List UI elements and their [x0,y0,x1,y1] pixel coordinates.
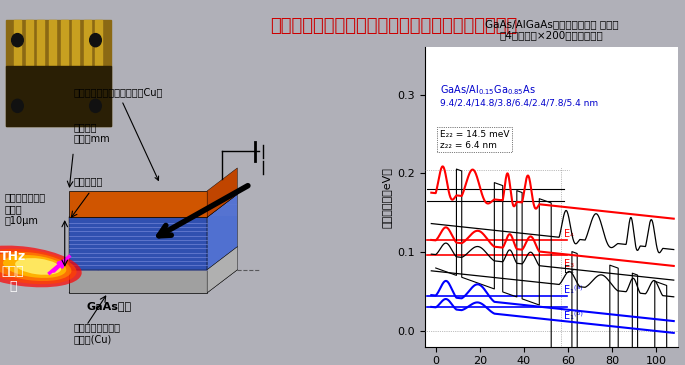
Bar [49,20,56,66]
Text: GaAs/AlGaAs量子カスケード 発光層: GaAs/AlGaAs量子カスケード 発光層 [484,19,619,29]
Polygon shape [207,168,238,217]
Ellipse shape [0,246,82,287]
Polygon shape [207,247,238,293]
Bar [25,20,33,66]
Ellipse shape [0,249,77,284]
Polygon shape [69,191,207,217]
Circle shape [90,99,101,112]
Polygon shape [207,194,238,270]
Ellipse shape [3,255,66,278]
Bar [5,66,111,126]
Ellipse shape [0,252,71,281]
Bar [95,20,103,66]
Text: E₁⁽ᵇ⁾: E₁⁽ᵇ⁾ [564,311,582,321]
Text: E₁⁽ᵃ⁾: E₁⁽ᵃ⁾ [564,285,582,295]
Text: 劈開ミラー: 劈開ミラー [73,176,103,186]
Text: E₃: E₃ [564,259,573,269]
Polygon shape [69,247,238,270]
Circle shape [90,34,101,47]
Text: 量子カスケード
発光層
～10μm: 量子カスケード 発光層 ～10μm [4,193,45,226]
Text: E₄: E₄ [564,229,573,239]
Text: 9.4/2.4/14.8/3.8/6.4/2.4/7.8/5.4 nm: 9.4/2.4/14.8/3.8/6.4/2.4/7.8/5.4 nm [440,99,598,108]
Polygon shape [69,217,207,270]
Text: E₂₂ = 14.5 meV
z₂₂ = 6.4 nm: E₂₂ = 14.5 meV z₂₂ = 6.4 nm [440,130,510,150]
Polygon shape [69,194,238,217]
Polygon shape [69,270,207,293]
Ellipse shape [15,258,61,275]
Bar [14,20,21,66]
Text: GaAs/Al$_{0.15}$Ga$_{0.85}$As: GaAs/Al$_{0.15}$Ga$_{0.85}$As [440,83,536,97]
Circle shape [12,34,23,47]
Text: （4量子井戸×200モジュール）: （4量子井戸×200モジュール） [499,30,603,40]
Text: プラズモン導波路金属層（Cu）: プラズモン導波路金属層（Cu） [73,88,163,180]
Bar [72,20,79,66]
Text: GaAs基板: GaAs基板 [86,301,132,311]
Text: 共振器長
２～３mm: 共振器長 ２～３mm [73,122,110,143]
Circle shape [12,99,23,112]
Y-axis label: エネルギー（eV）: エネルギー（eV） [382,167,392,227]
Text: プラズモン導波路
金属層(Cu): プラズモン導波路 金属層(Cu) [73,322,121,344]
Text: E₂: E₂ [564,265,573,275]
Bar [5,20,111,126]
Bar [37,20,45,66]
Bar [84,20,91,66]
Bar [60,20,68,66]
Text: 超小型、高出力、高効率、狭線幅、連続動作、安価: 超小型、高出力、高効率、狭線幅、連続動作、安価 [271,16,517,35]
Polygon shape [69,270,238,293]
Text: THz
レーザ
光: THz レーザ 光 [0,250,26,293]
